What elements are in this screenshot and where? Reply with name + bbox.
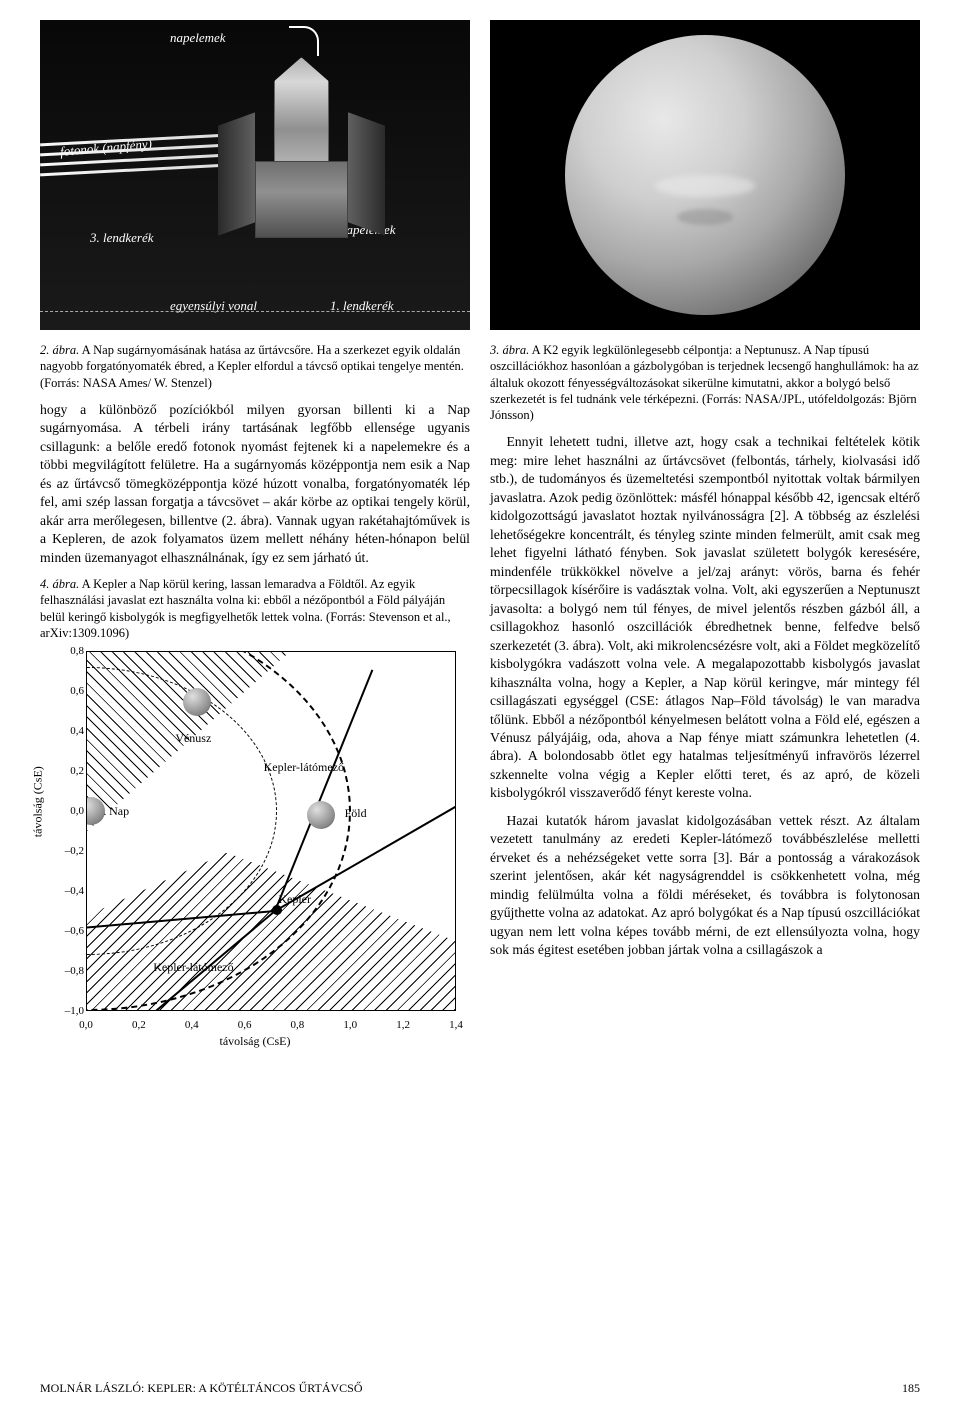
neptune-icon — [565, 35, 845, 315]
caption-fig2-text: A Nap sugárnyomásának hatása az űrtávcső… — [40, 343, 464, 390]
label-kepler: Kepler — [278, 892, 311, 907]
xtick: 0,2 — [132, 1019, 146, 1031]
footer-title: MOLNÁR LÁSZLÓ: KEPLER: A KÖTÉLTÁNCOS ŰRT… — [40, 1381, 363, 1396]
xtick: 0,6 — [238, 1019, 252, 1031]
ytick: 0,4 — [58, 725, 84, 737]
ytick: 0,0 — [58, 805, 84, 817]
right-column: 3. ábra. A K2 egyik legkülönlegesebb cél… — [490, 342, 920, 1051]
equilibrium-line — [40, 311, 470, 312]
right-paragraph-2: Hazai kutatók három javaslat kidolgozásá… — [490, 812, 920, 960]
caption-fig2-num: 2. ábra. — [40, 343, 79, 357]
figure-row: napelemek fotonok (napfény) 3. lendkerék… — [40, 20, 920, 330]
right-paragraph-1: Ennyit lehetett tudni, illetve azt, hogy… — [490, 433, 920, 803]
ytick: –0,6 — [58, 925, 84, 937]
venus-dot — [183, 688, 211, 716]
left-column: 2. ábra. A Nap sugárnyomásának hatása az… — [40, 342, 470, 1051]
spacecraft-icon — [246, 57, 356, 277]
text-columns: 2. ábra. A Nap sugárnyomásának hatása az… — [40, 342, 920, 1051]
label-lendkerek3: 3. lendkerék — [90, 230, 154, 246]
chart-plot-area: Nap Vénusz Föld Kepler Kepler-látómező K… — [86, 651, 456, 1011]
label-fov-lower: Kepler-látómező — [153, 960, 233, 975]
chart-xlabel: távolság (CsE) — [40, 1034, 470, 1049]
caption-fig3-num: 3. ábra. — [490, 343, 529, 357]
label-fov-upper: Kepler-látómező — [264, 760, 344, 775]
figure-3-image — [490, 20, 920, 330]
photon-rays — [40, 138, 246, 174]
ytick: –0,4 — [58, 885, 84, 897]
caption-fig4: 4. ábra. A Kepler a Nap körül kering, la… — [40, 576, 470, 641]
caption-fig4-text: A Kepler a Nap körül kering, lassan lema… — [40, 577, 451, 640]
xtick: 0,0 — [79, 1019, 93, 1031]
label-napelemek-top: napelemek — [170, 30, 226, 46]
label-fold: Föld — [345, 806, 367, 821]
xtick: 0,8 — [291, 1019, 305, 1031]
caption-fig3-text: A K2 egyik legkülönlegesebb célpontja: a… — [490, 343, 919, 422]
ytick: –1,0 — [58, 1005, 84, 1017]
ytick: 0,8 — [58, 645, 84, 657]
page-footer: MOLNÁR LÁSZLÓ: KEPLER: A KÖTÉLTÁNCOS ŰRT… — [40, 1381, 920, 1396]
xtick: 0,4 — [185, 1019, 199, 1031]
caption-fig3: 3. ábra. A K2 egyik legkülönlegesebb cél… — [490, 342, 920, 423]
left-paragraph-1: hogy a különböző pozíciókból milyen gyor… — [40, 401, 470, 567]
ytick: –0,8 — [58, 965, 84, 977]
xtick: 1,0 — [343, 1019, 357, 1031]
figure-2-diagram: napelemek fotonok (napfény) 3. lendkerék… — [40, 20, 470, 330]
rotation-arrow-icon — [289, 26, 319, 56]
caption-fig4-num: 4. ábra. — [40, 577, 79, 591]
ytick: 0,6 — [58, 685, 84, 697]
ytick: 0,2 — [58, 765, 84, 777]
earth-dot — [307, 801, 335, 829]
ytick: –0,2 — [58, 845, 84, 857]
chart-ylabel: távolság (CsE) — [31, 766, 46, 837]
xtick: 1,2 — [396, 1019, 410, 1031]
caption-fig2: 2. ábra. A Nap sugárnyomásának hatása az… — [40, 342, 470, 391]
footer-page-number: 185 — [902, 1381, 920, 1396]
xtick: 1,4 — [449, 1019, 463, 1031]
label-venusz: Vénusz — [175, 731, 211, 746]
label-nap: Nap — [109, 804, 129, 819]
figure-4-chart: távolság (CsE) Nap — [40, 651, 470, 1051]
